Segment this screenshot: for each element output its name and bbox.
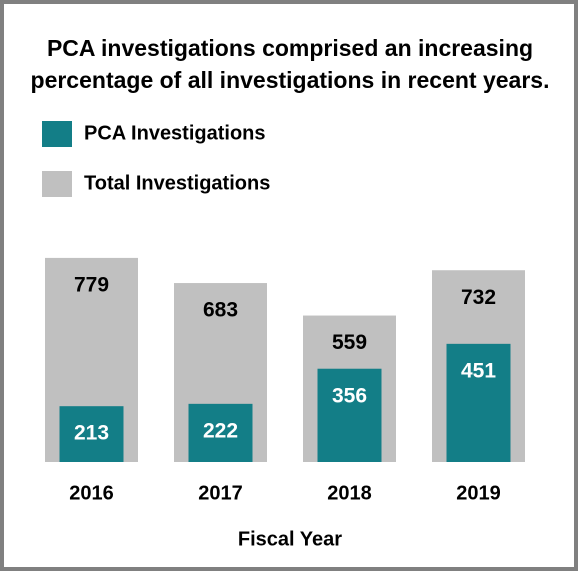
bar [188, 403, 253, 462]
data-label: 732 [461, 286, 496, 309]
data-label: 559 [332, 331, 367, 354]
chart-title: percentage of all investigations in rece… [31, 67, 550, 93]
bar [59, 406, 124, 462]
data-label: 451 [461, 359, 496, 382]
x-tick-label: 2016 [69, 482, 114, 504]
legend-swatch [42, 171, 72, 197]
legend-label: Total Investigations [84, 172, 270, 194]
chart-title: PCA investigations comprised an increasi… [47, 35, 533, 61]
legend-label: PCA Investigations [84, 122, 266, 144]
bar [317, 368, 382, 462]
bar [446, 343, 511, 462]
legend-swatch [42, 121, 72, 147]
data-label: 222 [203, 419, 238, 442]
x-tick-label: 2017 [198, 482, 243, 504]
data-label: 213 [74, 422, 109, 445]
x-tick-label: 2018 [327, 482, 372, 504]
x-tick-label: 2019 [456, 482, 501, 504]
x-axis-label: Fiscal Year [238, 528, 342, 550]
data-label: 779 [74, 273, 109, 296]
data-label: 356 [332, 384, 367, 407]
data-label: 683 [203, 299, 238, 322]
